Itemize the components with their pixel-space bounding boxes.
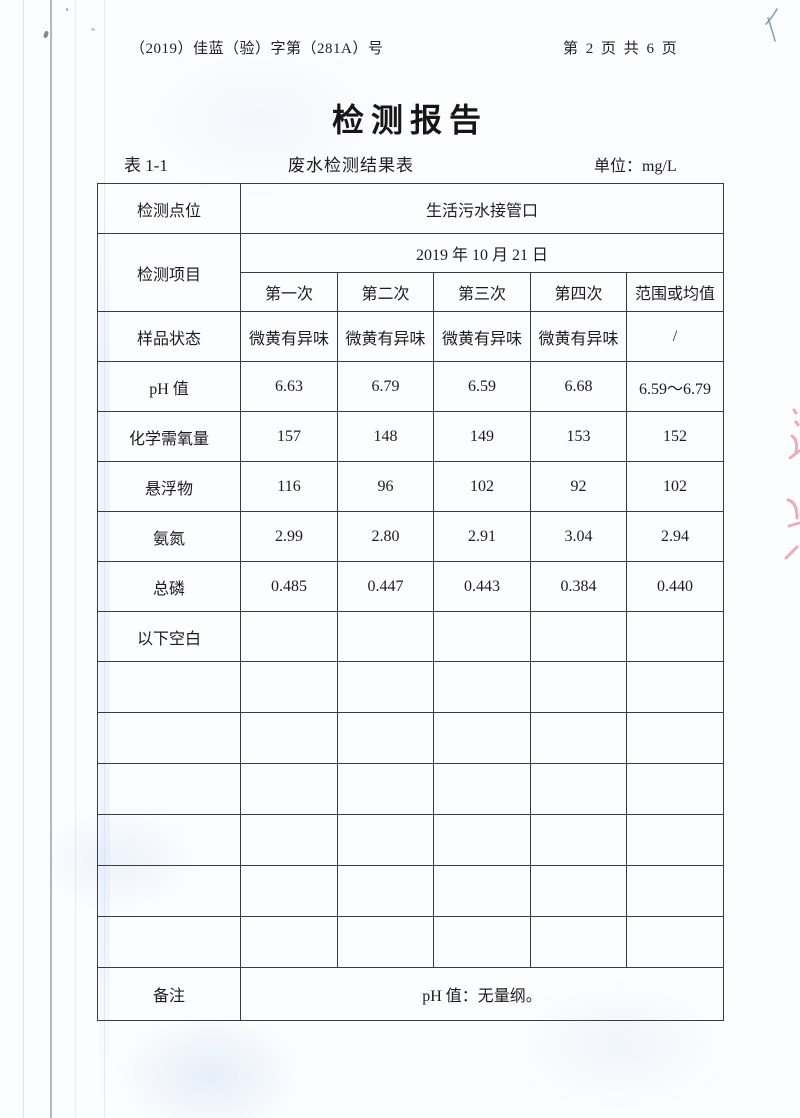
- value-cell: 0.384: [530, 561, 627, 612]
- table-row-empty: [97, 814, 725, 866]
- value-cell: 6.68: [530, 361, 627, 412]
- point-value: 生活污水接管口: [239, 183, 725, 234]
- param-label: 氨氮: [97, 511, 241, 562]
- value-cell: 6.59～6.79: [625, 361, 725, 412]
- table-row-empty: [97, 712, 725, 764]
- value-cell: 6.59: [433, 361, 531, 412]
- column-header: 第一次: [240, 272, 338, 312]
- value-cell: [240, 611, 338, 662]
- value-cell: 2.94: [625, 511, 725, 562]
- table-row-ammonia: 氨氮 2.99 2.80 2.91 3.04 2.94: [97, 511, 725, 562]
- scan-edge-line: [75, 0, 76, 1118]
- ink-speck: [43, 30, 49, 39]
- unit-label: 单位：mg/L: [594, 158, 677, 175]
- value-cell: 0.447: [337, 561, 434, 612]
- param-label: 悬浮物: [97, 461, 241, 512]
- value-cell: 微黄有异味: [530, 311, 627, 362]
- wastewater-results-table: 检测点位 生活污水接管口 检测项目 2019 年 10 月 21 日 第一次 第…: [97, 183, 725, 1021]
- page-indicator: 第 2 页 共 6 页: [563, 41, 679, 57]
- table-row-empty: [97, 865, 725, 917]
- table-row-sample-state: 样品状态 微黄有异味 微黄有异味 微黄有异味 微黄有异味 /: [97, 311, 725, 362]
- report-title: 检测报告: [331, 102, 488, 138]
- table-title: 废水检测结果表: [288, 156, 414, 175]
- value-cell: 2.99: [240, 511, 338, 562]
- param-label: 总磷: [97, 561, 241, 612]
- ink-speck: [66, 8, 68, 11]
- table-row-cod: 化学需氧量 157 148 149 153 152: [97, 411, 725, 462]
- param-label: 化学需氧量: [97, 411, 241, 462]
- handwritten-k-mark: [761, 6, 785, 49]
- value-cell: /: [625, 311, 725, 362]
- table-row-suspended-solids: 悬浮物 116 96 102 92 102: [97, 461, 725, 512]
- value-cell: 149: [433, 411, 531, 462]
- value-cell: 微黄有异味: [240, 311, 338, 362]
- value-cell: 153: [530, 411, 627, 462]
- param-label: 样品状态: [97, 311, 241, 362]
- ink-speck: [91, 28, 95, 31]
- remark-label: 备注: [97, 967, 241, 1021]
- column-header: 第二次: [337, 272, 434, 312]
- value-cell: 2.91: [433, 511, 531, 562]
- table-row-total-phosphorus: 总磷 0.485 0.447 0.443 0.384 0.440: [97, 561, 725, 612]
- table-row-column-headers: 第一次 第二次 第三次 第四次 范围或均值: [98, 272, 725, 312]
- table-row-empty: [97, 763, 725, 815]
- scan-edge-line: [23, 0, 24, 1118]
- point-label: 检测点位: [97, 183, 241, 234]
- value-cell: [625, 611, 725, 662]
- value-cell: 微黄有异味: [337, 311, 434, 362]
- doc-number: （2019）佳蓝（验）字第（281A）号: [130, 41, 384, 57]
- value-cell: [337, 611, 434, 662]
- column-header: 范围或均值: [625, 272, 725, 312]
- value-cell: 116: [240, 461, 338, 512]
- value-cell: 92: [530, 461, 627, 512]
- param-label: pH 值: [97, 361, 241, 412]
- value-cell: 2.80: [337, 511, 434, 562]
- table-number-label: 表 1-1: [124, 156, 168, 175]
- table-row-date: 检测项目 2019 年 10 月 21 日: [97, 233, 725, 312]
- column-header: 第三次: [433, 272, 531, 312]
- table-row-empty: [97, 916, 725, 968]
- param-label: 以下空白: [97, 611, 241, 662]
- value-cell: 6.63: [240, 361, 338, 412]
- scan-edge-line: [50, 0, 52, 1118]
- table-row-ph: pH 值 6.63 6.79 6.59 6.68 6.59～6.79: [97, 361, 725, 412]
- value-cell: 0.440: [625, 561, 725, 612]
- table-row-blank-below: 以下空白: [97, 611, 725, 662]
- value-cell: 157: [240, 411, 338, 462]
- table-row-point: 检测点位 生活污水接管口: [97, 183, 725, 234]
- value-cell: 0.485: [240, 561, 338, 612]
- value-cell: 148: [337, 411, 434, 462]
- value-cell: 6.79: [337, 361, 434, 412]
- value-cell: [433, 611, 531, 662]
- value-cell: 3.04: [530, 511, 627, 562]
- table-row-remark: 备注 pH 值：无量纲。: [97, 967, 725, 1021]
- value-cell: 微黄有异味: [433, 311, 531, 362]
- red-stamp-fragments: [774, 400, 800, 580]
- value-cell: 102: [433, 461, 531, 512]
- item-label: 检测项目: [97, 233, 241, 312]
- sampling-date: 2019 年 10 月 21 日: [239, 233, 725, 273]
- value-cell: 0.443: [433, 561, 531, 612]
- value-cell: 96: [337, 461, 434, 512]
- value-cell: 152: [625, 411, 725, 462]
- remark-value: pH 值：无量纲。: [239, 967, 725, 1021]
- table-row-empty: [97, 661, 725, 713]
- value-cell: 102: [625, 461, 725, 512]
- column-header: 第四次: [530, 272, 627, 312]
- value-cell: [530, 611, 627, 662]
